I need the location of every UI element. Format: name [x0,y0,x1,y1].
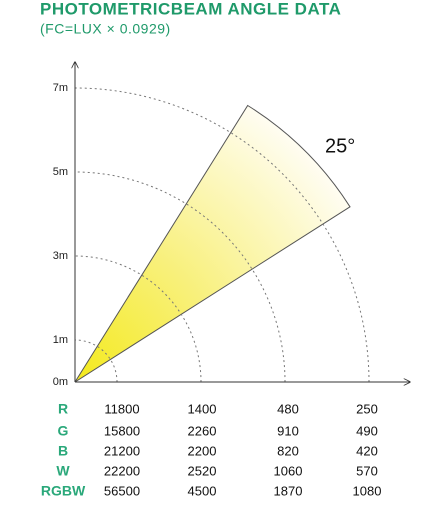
table-cell: 15800 [104,423,140,438]
beam-angle-label: 25° [325,135,355,157]
arc [74,87,370,383]
subtitle: (FC=LUX × 0.0929) [40,21,171,37]
distance-arcs [74,87,370,383]
distance-label: 7m [53,82,68,94]
arc [74,255,202,383]
distance-label: 0m [53,376,68,388]
table-cell: 1080 [353,483,382,498]
table-cell: 820 [277,443,299,458]
row-header: RGBW [41,483,86,499]
table-cell: 1060 [274,463,303,478]
distance-label: 3m [53,250,68,262]
table-cell: 250 [356,401,378,416]
table-cell: 1400 [188,401,217,416]
table-cell: 1870 [274,483,303,498]
table-cell: 22200 [104,463,140,478]
row-header: G [58,423,69,439]
distance-label: 1m [53,334,68,346]
table-cell: 420 [356,443,378,458]
table-cell: 4500 [188,483,217,498]
row-header: R [58,401,68,417]
beam-diagram: 25° [75,62,410,382]
row-header: B [58,443,68,459]
table-cell: 21200 [104,443,140,458]
table-cell: 11800 [104,401,139,416]
table-cell: 570 [356,463,378,478]
table-cell: 490 [356,423,378,438]
table-cell: 2520 [188,463,217,478]
table-cell: 2260 [188,423,217,438]
distance-label: 5m [53,166,68,178]
beam-cone [74,104,351,383]
title: PHOTOMETRICBEAM ANGLE DATA [40,0,341,18]
table-cell: 56500 [104,483,140,498]
row-header: W [56,463,70,479]
table-cell: 2200 [188,443,217,458]
table-cell: 480 [277,401,299,416]
table-cell: 910 [277,423,299,438]
